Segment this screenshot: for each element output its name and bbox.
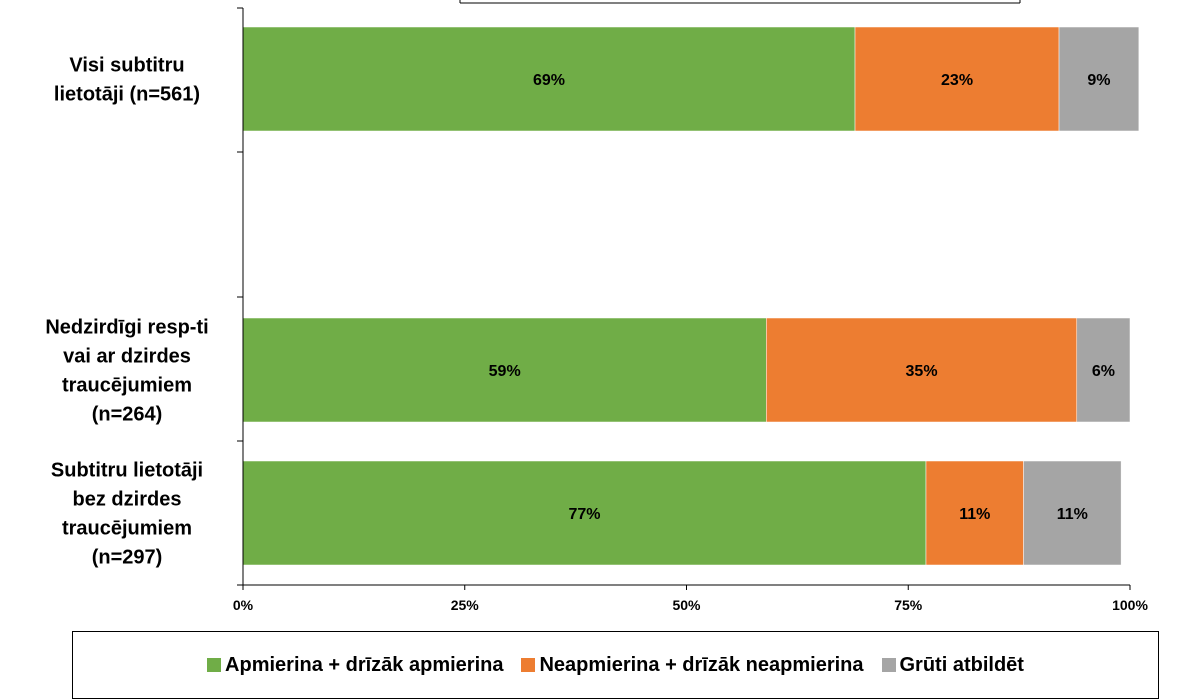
legend: Apmierina + drīzāk apmierina Neapmierina …: [72, 631, 1159, 699]
bar-segment: [766, 317, 1078, 423]
x-tick-label: 25%: [451, 597, 480, 613]
bar-segment: [854, 26, 1060, 132]
data-label: 35%: [906, 363, 938, 380]
legend-label: Grūti atbildēt: [899, 653, 1024, 676]
legend-item: Neapmierina + drīzāk neapmierina: [521, 653, 864, 677]
category-label: Subtitru lietotāji bez dzirdes traucējumie…: [51, 460, 203, 569]
data-label: 11%: [1057, 506, 1088, 523]
legend-label: Apmierina + drīzāk apmierina: [225, 653, 504, 676]
x-tick-label: 50%: [672, 597, 701, 613]
x-tick-label: 75%: [894, 597, 923, 613]
x-tick-label: 0%: [233, 597, 254, 613]
category-label: Visi subtitru lietotāji (n=561): [54, 55, 200, 106]
bar-segment: [1058, 26, 1140, 132]
bar-segment: [242, 317, 767, 423]
data-label: 11%: [959, 506, 990, 523]
legend-swatch: [207, 658, 222, 672]
data-label: 59%: [489, 363, 521, 380]
legend-swatch: [521, 658, 536, 672]
bar-segment: [925, 460, 1024, 566]
data-label: 69%: [533, 72, 565, 89]
data-label: 23%: [941, 72, 973, 89]
bar-segment: [242, 26, 856, 132]
category-label: Nedzirdīgi resp-ti vai ar dzirdes traucēju…: [45, 317, 208, 426]
data-label: 6%: [1092, 363, 1115, 380]
legend-label: Neapmierina + drīzāk neapmierina: [539, 653, 864, 676]
bar-segment: [1076, 317, 1131, 423]
data-label: 77%: [568, 506, 600, 523]
bar-segment: [1023, 460, 1122, 566]
stacked-bar-chart: 69% 23% 9% 59% 35% 6% 77% 11% 11% 0% 25% 50% 75% 100%…: [45, 0, 1148, 613]
x-tick-label: 100%: [1112, 597, 1148, 613]
bar-segment: [242, 460, 927, 566]
legend-swatch: [881, 658, 896, 672]
data-label: 9%: [1087, 72, 1110, 89]
legend-item: Apmierina + drīzāk apmierina: [207, 654, 503, 677]
legend-item: Grūti atbildēt: [881, 653, 1024, 677]
